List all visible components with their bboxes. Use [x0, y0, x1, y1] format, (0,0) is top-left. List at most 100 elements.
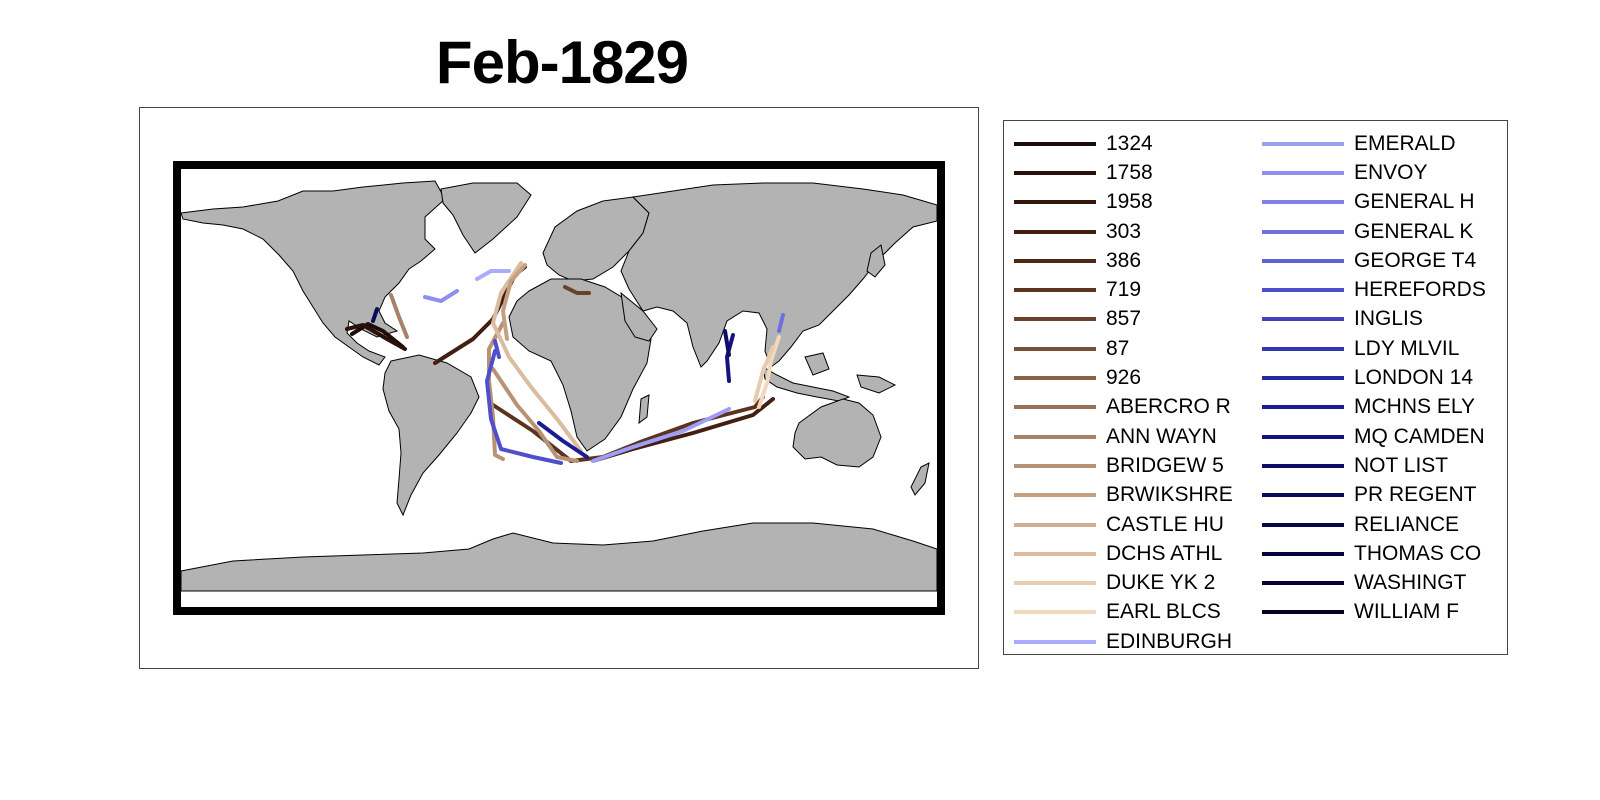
legend-item: BRIDGEW 5: [1014, 451, 1233, 480]
legend-swatch: [1262, 346, 1344, 351]
legend-label: GEORGE T4: [1354, 248, 1477, 272]
legend-swatch: [1262, 229, 1344, 234]
legend-item: 1758: [1014, 158, 1233, 187]
legend-item: HEREFORDS: [1262, 275, 1486, 304]
legend-label: 719: [1106, 278, 1142, 302]
legend-label: HEREFORDS: [1354, 278, 1486, 302]
legend-item: LONDON 14: [1262, 363, 1486, 392]
land-north-america: [180, 180, 446, 366]
legend-swatch: [1262, 170, 1344, 175]
legend-label: EARL BLCS: [1106, 600, 1221, 624]
land-antarctica: [180, 522, 938, 592]
legend-item: EDINBURGH: [1014, 627, 1233, 656]
legend-item: WILLIAM F: [1262, 598, 1486, 627]
legend-label: PR REGENT: [1354, 483, 1477, 507]
legend-item: WASHINGT: [1262, 568, 1486, 597]
land-madagascar: [638, 394, 650, 425]
legend-swatch: [1262, 288, 1344, 293]
legend-swatch: [1014, 581, 1096, 586]
legend-label: THOMAS CO: [1354, 541, 1482, 565]
legend-swatch: [1262, 434, 1344, 439]
legend-label: ANN WAYN: [1106, 424, 1217, 448]
legend-swatch: [1014, 639, 1096, 644]
legend-swatch: [1262, 610, 1344, 615]
land-south-america: [382, 354, 480, 517]
legend-label: DCHS ATHL: [1106, 541, 1223, 565]
legend-swatch: [1262, 141, 1344, 146]
legend-label: RELIANCE: [1354, 512, 1460, 536]
legend-label: 1958: [1106, 190, 1153, 214]
legend-label: BRWIKSHRE: [1106, 483, 1233, 507]
legend-item: GENERAL H: [1262, 188, 1486, 217]
legend-swatch: [1014, 229, 1096, 234]
legend-label: 857: [1106, 307, 1142, 331]
legend-swatch: [1262, 405, 1344, 410]
land-australia: [792, 398, 882, 468]
legend-swatch: [1014, 551, 1096, 556]
legend-swatch: [1014, 258, 1096, 263]
legend-label: LDY MLVIL: [1354, 336, 1460, 360]
legend-label: 386: [1106, 248, 1142, 272]
legend-item: BRWIKSHRE: [1014, 481, 1233, 510]
legend-label: EMERALD: [1354, 131, 1456, 155]
legend-label: GENERAL H: [1354, 190, 1475, 214]
legend-item: RELIANCE: [1262, 510, 1486, 539]
legend-label: BRIDGEW 5: [1106, 453, 1224, 477]
legend-label: INGLIS: [1354, 307, 1423, 331]
legend-item: NOT LIST: [1262, 451, 1486, 480]
legend-swatch: [1262, 463, 1344, 468]
legend-label: LONDON 14: [1354, 366, 1474, 390]
legend-swatch: [1262, 493, 1344, 498]
legend-label: 1758: [1106, 160, 1153, 184]
legend-item: 1324: [1014, 129, 1233, 158]
legend-item: 87: [1014, 334, 1233, 363]
legend-label: NOT LIST: [1354, 453, 1449, 477]
legend-item: ABERCRO R: [1014, 393, 1233, 422]
legend-swatch: [1014, 434, 1096, 439]
legend-swatch: [1262, 200, 1344, 205]
legend-label: EDINBURGH: [1106, 629, 1233, 653]
legend-column-2: EMERALD ENVOY GENERAL H GENERAL K GEORGE T4 H…: [1262, 129, 1486, 627]
legend-column-1: 1324 1758 1958 303 386 719 857 87 926 ABERCRO R AN…: [1014, 129, 1233, 656]
legend-item: EARL BLCS: [1014, 598, 1233, 627]
legend-item: DUKE YK 2: [1014, 568, 1233, 597]
legend-swatch: [1262, 376, 1344, 381]
legend-item: 1958: [1014, 188, 1233, 217]
map-title: Feb-1829: [435, 29, 689, 96]
legend-item: LDY MLVIL: [1262, 334, 1486, 363]
landmasses: [180, 180, 938, 592]
legend-item: ENVOY: [1262, 158, 1486, 187]
legend-label: WILLIAM F: [1354, 600, 1460, 624]
legend-item: EMERALD: [1262, 129, 1486, 158]
land-new-guinea: [856, 374, 897, 394]
land-new-zealand: [910, 462, 930, 496]
legend-label: GENERAL K: [1354, 219, 1474, 243]
legend-label: ABERCRO R: [1106, 395, 1231, 419]
legend-label: 926: [1106, 366, 1142, 390]
legend-item: GEORGE T4: [1262, 246, 1486, 275]
legend-label: ENVOY: [1354, 160, 1428, 184]
legend-swatch: [1014, 200, 1096, 205]
legend-item: DCHS ATHL: [1014, 539, 1233, 568]
legend-label: MQ CAMDEN: [1354, 424, 1485, 448]
legend-swatch: [1014, 141, 1096, 146]
legend-label: 1324: [1106, 131, 1153, 155]
legend-item: MCHNS ELY: [1262, 393, 1486, 422]
legend-swatch: [1014, 376, 1096, 381]
legend-item: INGLIS: [1262, 305, 1486, 334]
legend-swatch: [1262, 317, 1344, 322]
land-japan: [866, 244, 886, 278]
land-arabia: [620, 291, 658, 342]
ship-tracks: [345, 261, 785, 465]
legend-swatch: [1262, 258, 1344, 263]
legend-swatch: [1262, 551, 1344, 556]
legend-item: PR REGENT: [1262, 481, 1486, 510]
legend-item: 926: [1014, 363, 1233, 392]
legend-label: 303: [1106, 219, 1142, 243]
legend-swatch: [1014, 522, 1096, 527]
legend-swatch: [1014, 288, 1096, 293]
legend-label: MCHNS ELY: [1354, 395, 1475, 419]
legend-swatch: [1014, 317, 1096, 322]
legend-label: CASTLE HU: [1106, 512, 1224, 536]
land-africa: [508, 278, 652, 452]
